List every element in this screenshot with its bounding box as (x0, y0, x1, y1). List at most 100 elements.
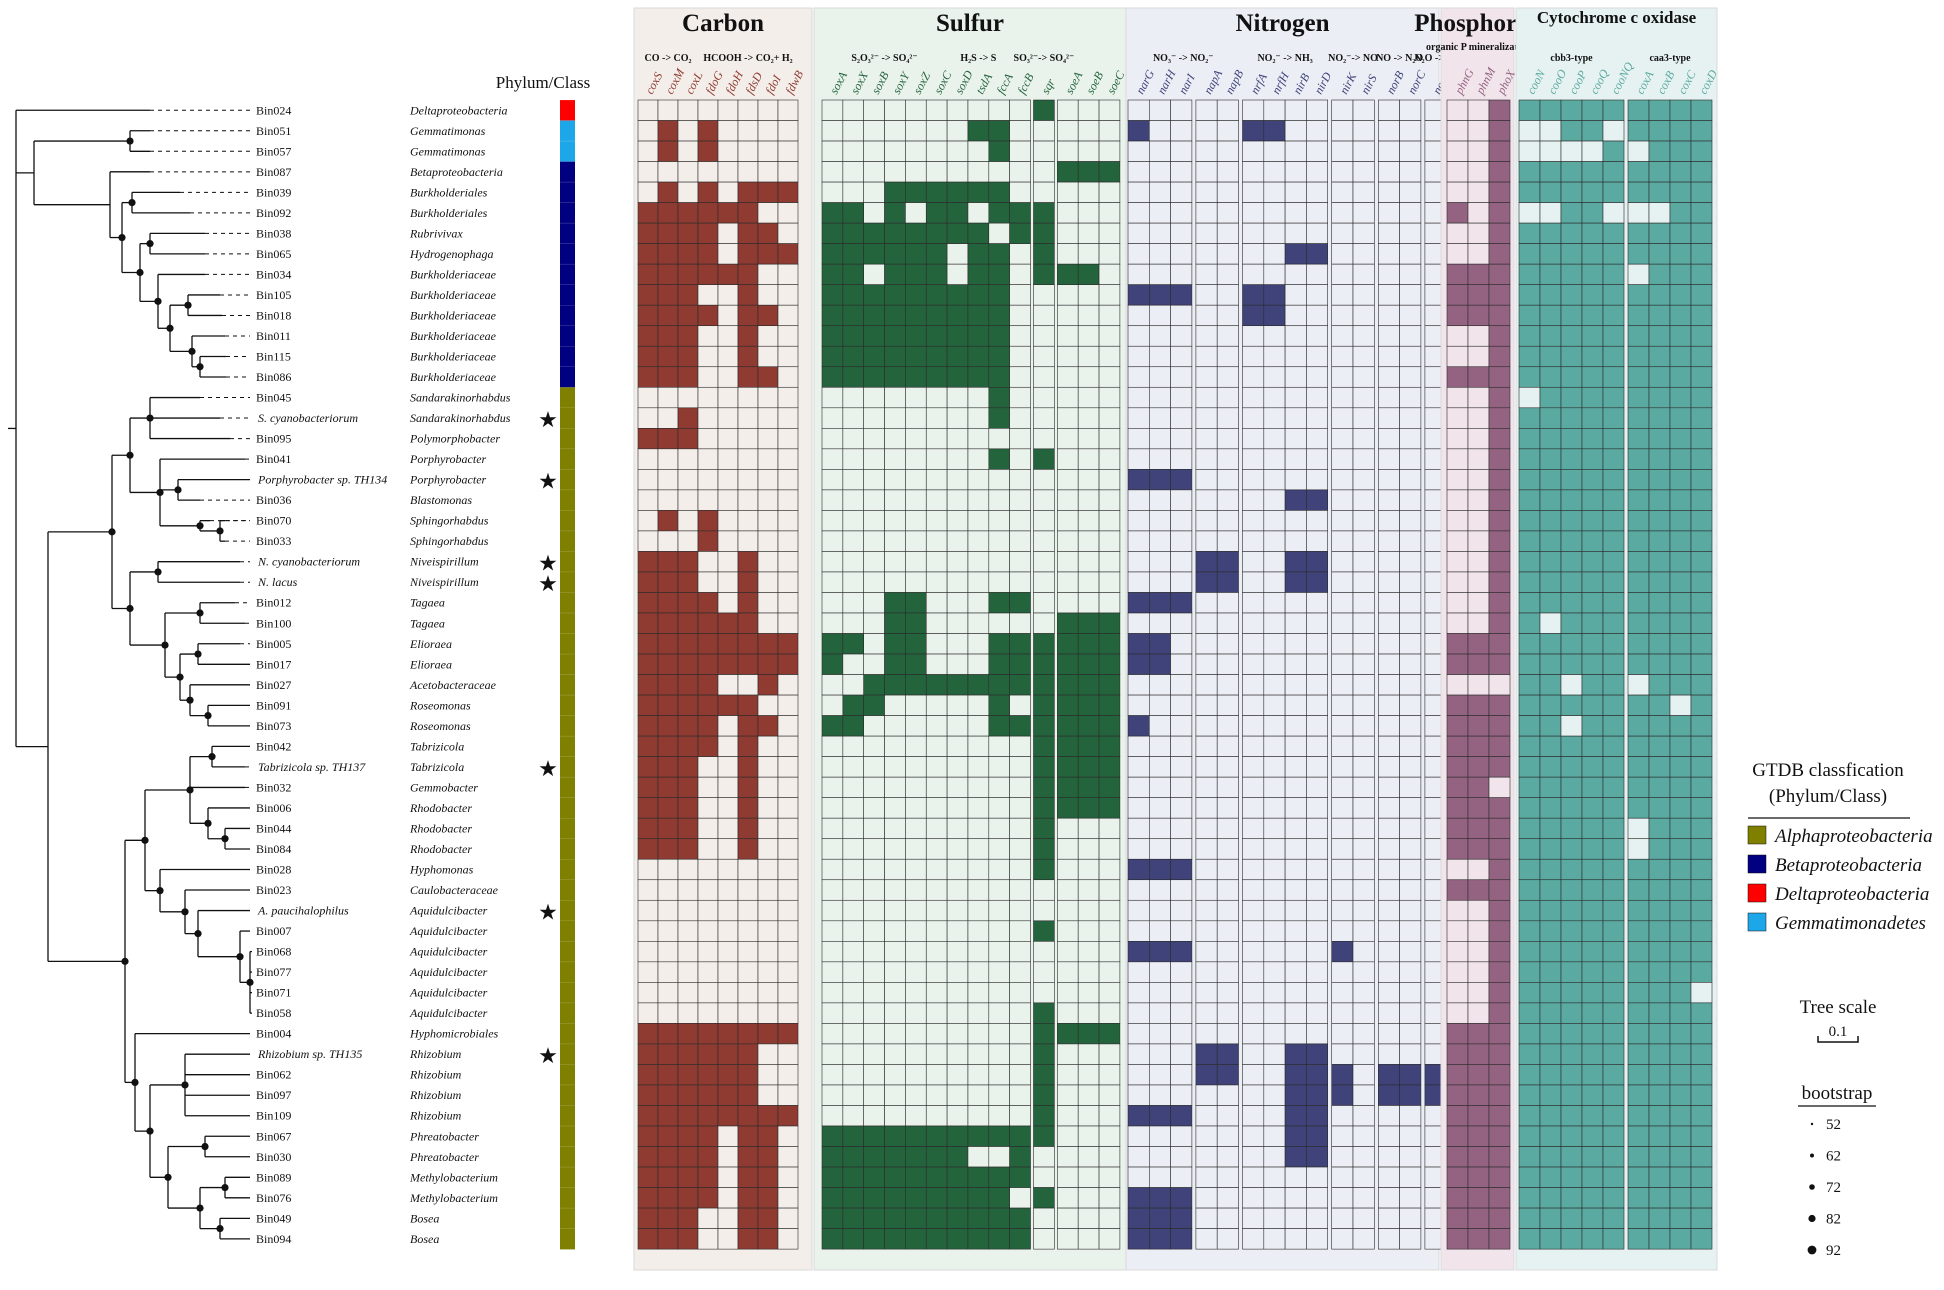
heatmap-cell (821, 797, 844, 819)
leaf-label: Tabrizicola sp. TH137 (258, 760, 366, 774)
heatmap-cell (1581, 469, 1604, 491)
bootstrap-node-dot (156, 887, 164, 895)
heatmap-cell (1560, 961, 1583, 983)
heatmap-cell (1690, 530, 1713, 552)
phylogenetic-tree (8, 109, 254, 1240)
heatmap-cell (1195, 1064, 1218, 1086)
heatmap-cell (1627, 1146, 1650, 1168)
heatmap-cell (1149, 120, 1171, 142)
heatmap-cell (946, 1146, 969, 1168)
heatmap-cell (1216, 448, 1239, 470)
heatmap-cell (863, 1125, 885, 1147)
heatmap-cell (1602, 284, 1625, 306)
heatmap-cell (1467, 1228, 1490, 1250)
heatmap-cell (1488, 838, 1511, 860)
heatmap-cell (821, 345, 844, 368)
heatmap-cell (1306, 858, 1329, 881)
heatmap-cell (1306, 284, 1329, 306)
heatmap-cell (1669, 674, 1692, 696)
heatmap-cell (677, 489, 699, 511)
heatmap-cell (1306, 1064, 1329, 1086)
heatmap-cell (1581, 756, 1604, 778)
heatmap-cell (1602, 817, 1625, 840)
heatmap-cell (1263, 858, 1286, 881)
reference-star-icon: ★ (538, 571, 558, 596)
heatmap-cell (717, 428, 739, 450)
heatmap-cell (1352, 797, 1375, 819)
heatmap-cell (737, 1228, 759, 1250)
heatmap-cell (1488, 366, 1511, 388)
leaf-label: Bin044 (256, 821, 291, 835)
heatmap-cell (1306, 161, 1329, 183)
heatmap-cell (1242, 735, 1265, 757)
heatmap-cell (1284, 1187, 1307, 1209)
heatmap-cell (1009, 428, 1031, 450)
heatmap-cell (905, 489, 927, 511)
heatmap-cell (1331, 263, 1354, 285)
heatmap-cell (1242, 284, 1265, 306)
heatmap-cell (1057, 899, 1079, 922)
heatmap-cell (1149, 530, 1171, 552)
heatmap-cell (1009, 735, 1031, 757)
heatmap-cell (863, 325, 885, 347)
heatmap-cell (777, 817, 799, 840)
heatmap-cell (1378, 612, 1400, 634)
heatmap-cell (946, 674, 969, 696)
heatmap-cell (1560, 633, 1583, 655)
heatmap-cell (1488, 222, 1511, 244)
heatmap-cell (1077, 407, 1100, 429)
heatmap-cell (1690, 653, 1713, 675)
heatmap-cell (1581, 1146, 1604, 1168)
heatmap-cell (637, 407, 659, 429)
heatmap-cell (1149, 202, 1171, 224)
heatmap-cell (1331, 386, 1354, 409)
heatmap-cell (777, 325, 799, 347)
heatmap-cell (1057, 961, 1079, 983)
heatmap-cell (1331, 1084, 1354, 1106)
heatmap-cell (1263, 592, 1286, 614)
heatmap-cell (1352, 1187, 1375, 1209)
heatmap-cell (1149, 1228, 1171, 1250)
heatmap-cell (1033, 899, 1055, 922)
heatmap-cell (1242, 263, 1265, 285)
heatmap-cell (1581, 941, 1604, 963)
heatmap-cell (967, 407, 990, 429)
heatmap-cell (777, 776, 799, 798)
heatmap-cell (1033, 243, 1055, 265)
heatmap-cell (1518, 530, 1541, 552)
heatmap-cell (1518, 448, 1541, 470)
heatmap-cell (717, 941, 739, 963)
heatmap-cell (757, 817, 779, 840)
heatmap-cell (1127, 1002, 1150, 1024)
heatmap-cell (1149, 222, 1171, 244)
heatmap-cell (1263, 1064, 1286, 1086)
heatmap-cell (1216, 407, 1239, 429)
heatmap-cell (1539, 263, 1562, 285)
heatmap-cell (905, 325, 927, 347)
heatmap-cell (777, 612, 799, 634)
heatmap-cell (1242, 674, 1265, 696)
heatmap-cell (717, 1043, 739, 1065)
heatmap-cell (1127, 366, 1150, 388)
heatmap-cell (1539, 469, 1562, 491)
heatmap-cell (842, 694, 864, 716)
heatmap-cell (1195, 797, 1218, 819)
heatmap-cell (884, 1043, 906, 1065)
heatmap-cell (1560, 1166, 1583, 1188)
heatmap-cell (1446, 1166, 1469, 1188)
heatmap-cell (1560, 1002, 1583, 1024)
heatmap-cell (717, 407, 739, 429)
heatmap-cell (637, 243, 659, 265)
heatmap-cell (1352, 592, 1375, 614)
heatmap-cell (1077, 653, 1100, 675)
heatmap-cell (1467, 448, 1490, 470)
heatmap-cell (737, 407, 759, 429)
heatmap-cell (1602, 304, 1625, 327)
heatmap-cell (1648, 653, 1671, 675)
heatmap-cell (777, 202, 799, 224)
heatmap-cell (1518, 920, 1541, 942)
heatmap-cell (1057, 161, 1079, 183)
bootstrap-node-dot (154, 297, 162, 305)
bootstrap-node-dot (181, 1081, 189, 1089)
